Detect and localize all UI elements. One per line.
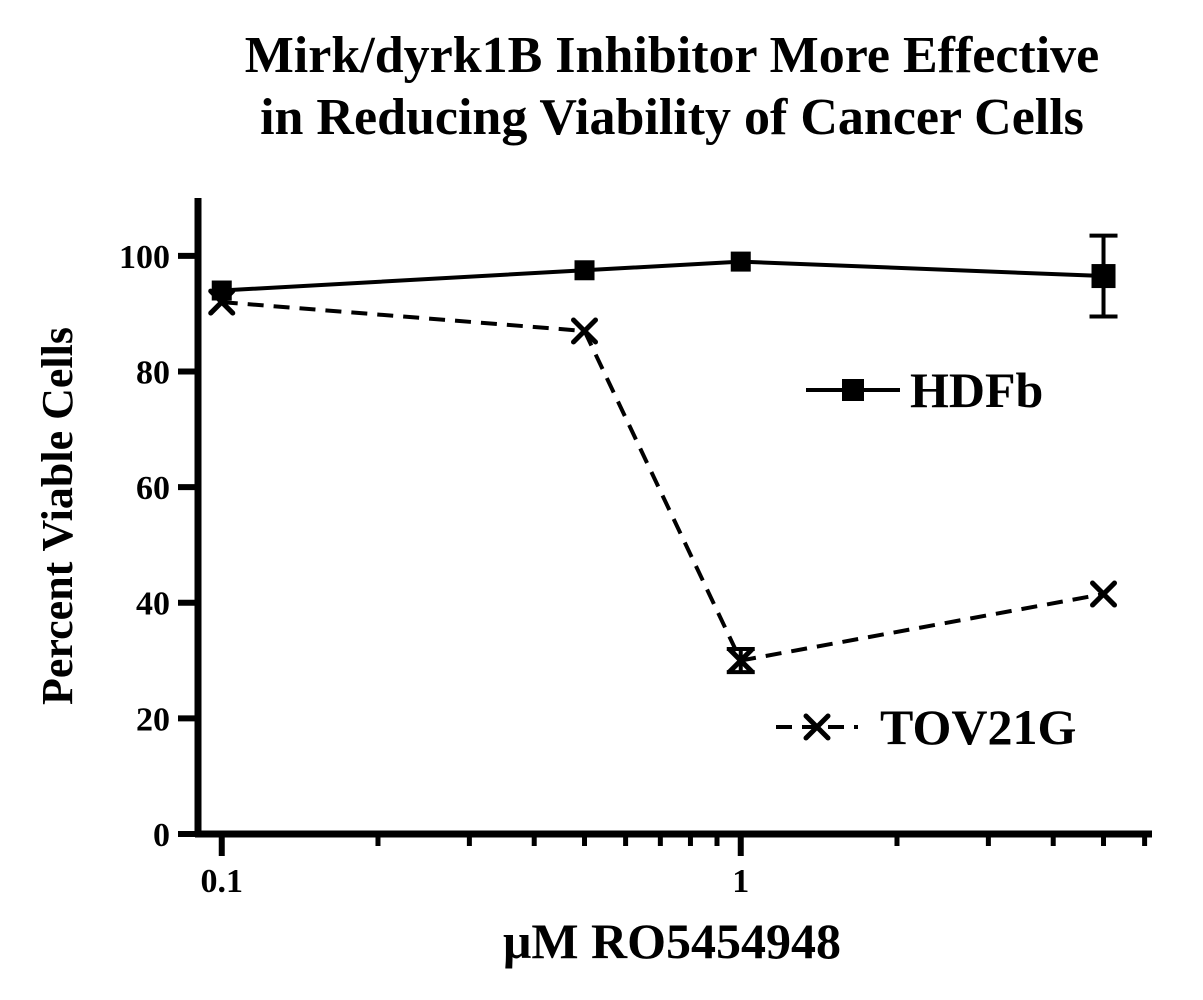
x-axis-label: μM RO5454948 (503, 913, 841, 969)
series-line-tov21g (221, 300, 1104, 663)
axes: 0 20 40 60 80 100 0.1 1 (119, 198, 1152, 900)
data-point-tov21g (571, 317, 599, 345)
series-hdfb (211, 233, 1118, 319)
data-point-tov21g (727, 647, 755, 675)
legend: HDFb TOV21G (776, 362, 1076, 755)
chart-title-line-1: Mirk/dyrk1B Inhibitor More Effective (245, 27, 1100, 84)
legend-item-hdfb: HDFb (806, 362, 1043, 418)
y-tick-label: 100 (119, 239, 170, 276)
data-point-hdfb (730, 251, 751, 272)
chart-title-line-2: in Reducing Viability of Cancer Cells (260, 89, 1084, 146)
legend-label-tov21g: TOV21G (880, 699, 1076, 755)
data-point-tov21g (1090, 580, 1118, 608)
marker-stroke (208, 288, 236, 316)
y-axis-label: Percent Viable Cells (33, 327, 82, 705)
data-point-tov21g (208, 288, 236, 316)
marker-stroke (571, 317, 599, 345)
legend-item-tov21g: TOV21G (776, 699, 1076, 755)
y-tick-label: 40 (136, 586, 170, 623)
series-line-hdfb (221, 259, 1104, 293)
chart-title: Mirk/dyrk1B Inhibitor More Effective in … (245, 27, 1100, 146)
data-point-hdfb (1091, 264, 1116, 289)
y-tick-label: 80 (136, 354, 170, 391)
data-point-hdfb (574, 260, 595, 281)
legend-marker-tov21g (803, 713, 831, 741)
marker-stroke (803, 713, 831, 741)
series-layer (208, 233, 1118, 675)
y-tick-label: 60 (136, 470, 170, 507)
marker-stroke (727, 647, 755, 675)
legend-marker-hdfb (842, 379, 864, 401)
series-tov21g (208, 288, 1118, 675)
y-tick-label: 20 (136, 701, 170, 738)
y-tick-label: 0 (153, 817, 170, 854)
legend-label-hdfb: HDFb (910, 362, 1043, 418)
x-tick-label: 0.1 (200, 863, 243, 900)
x-tick-label: 1 (732, 863, 749, 900)
marker-stroke (1090, 580, 1118, 608)
